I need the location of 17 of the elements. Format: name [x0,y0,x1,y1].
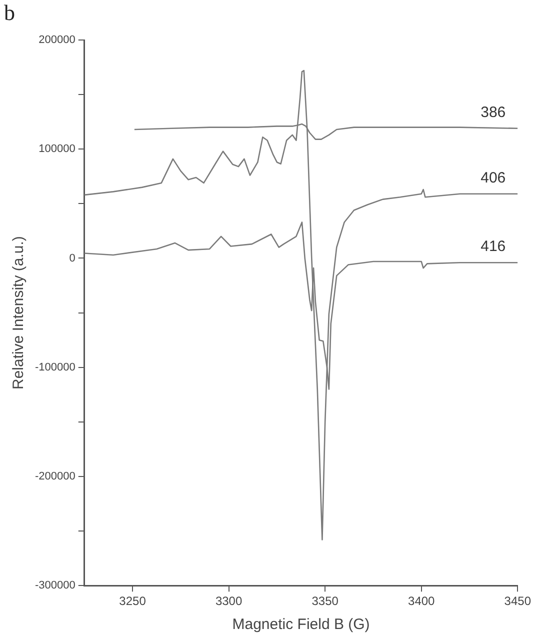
x-tick-label: 3300 [215,594,242,608]
y-tick-label: -100000 [34,361,76,374]
x-tick-label: 3400 [408,594,436,608]
x-tick-label: 3450 [504,594,532,608]
y-tick-label: 0 [69,252,76,264]
y-tick-label: 100000 [38,143,76,156]
x-tick-label: 3350 [312,594,339,608]
series-label: 386 [480,104,506,122]
y-axis-title: Relative Intensity (a.u.) [10,236,28,390]
y-tick-label: 200000 [38,34,76,46]
series-label: 416 [480,238,506,256]
y-tick-label: -200000 [34,470,76,483]
x-axis-title: Magnetic Field B (G) [232,616,370,634]
chart-title: b [4,0,15,26]
x-tick-label: 3250 [119,594,146,608]
y-tick-label: -300000 [34,580,76,592]
series-label: 406 [480,170,506,186]
